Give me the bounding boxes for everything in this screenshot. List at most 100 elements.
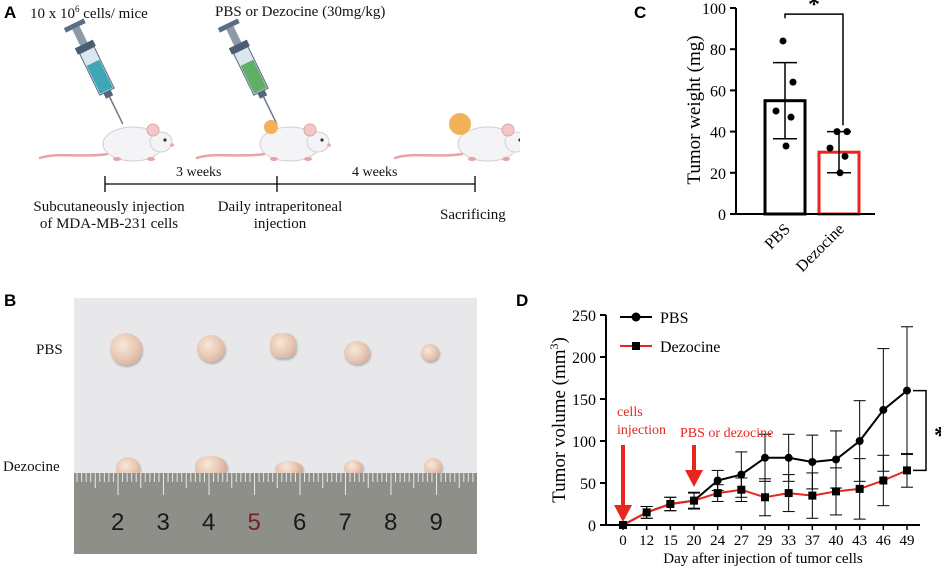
legend-pbs-marker: [631, 312, 641, 322]
dezocine-marker: [879, 476, 888, 485]
significance-bracket: [784, 13, 844, 126]
data-point: [789, 78, 797, 86]
dezocine-marker: [855, 484, 864, 493]
panel-letter-a: A: [4, 3, 17, 22]
x-tick-label: 24: [710, 533, 726, 549]
syringe-icon: [63, 18, 124, 125]
x-tick-label: 40: [829, 533, 844, 549]
pbs-marker: [761, 453, 769, 462]
data-point: [779, 37, 787, 45]
ruler: 2 3 4 5 6 7 8 9: [74, 473, 477, 554]
pbs-marker: [832, 455, 840, 464]
step1-label: Subcutaneously injection of MDA-MB-231 ce…: [33, 199, 185, 232]
ruler-number: 4: [202, 509, 216, 536]
data-point: [787, 113, 795, 121]
y-tick-label: 100: [572, 434, 596, 451]
injection2-label: PBS or Dezocine (30mg/kg): [215, 4, 386, 20]
pbs-marker: [784, 453, 793, 462]
panel-letter-b: B: [4, 291, 17, 310]
y-tick-label: 200: [572, 350, 596, 367]
tumor-weight-chart: 0 20 40 60 80 100 Tumor weight (mg) PBS Dezocine…: [684, 0, 875, 276]
annotation-cells: cells: [617, 405, 643, 420]
tumor-icon: [264, 120, 278, 134]
y-tick-label: 60: [710, 83, 726, 100]
data-point: [843, 128, 851, 136]
data-point: [833, 128, 841, 136]
annotation-treatment: PBS or dezocine: [680, 426, 773, 441]
data-point: [772, 107, 780, 115]
dezocine-marker: [642, 508, 651, 517]
y-axis-label: Tumor weight (mg): [684, 35, 705, 184]
arrow-head: [685, 470, 703, 487]
tumor-volume-chart: 0 50 100 150 200 250 0 12 15 20 24 27 29 33 37 40 43 46 49…: [547, 308, 941, 567]
dezocine-marker: [737, 485, 746, 494]
y-tick-label: 250: [572, 308, 596, 325]
annotation-injection: injection: [617, 423, 666, 438]
dezocine-marker: [784, 489, 793, 498]
step2-label: Daily intraperitoneal injection: [217, 199, 343, 232]
ruler-number: 7: [338, 509, 352, 536]
panel-letter-d: D: [516, 291, 529, 310]
legend-pbs-label: PBS: [660, 310, 688, 327]
tumor-sample: [421, 344, 439, 361]
x-axis-label: Day after injection of tumor cells: [663, 551, 863, 567]
x-tick-label: PBS: [762, 221, 794, 253]
dezocine-marker: [808, 491, 817, 500]
significance-star: *: [808, 0, 820, 18]
ruler-ticks: [76, 473, 474, 495]
y-tick-label: 20: [710, 166, 726, 183]
interval2-label: 4 weeks: [352, 165, 398, 180]
tumor-icon: [449, 113, 471, 135]
arrow-head: [614, 505, 632, 522]
pbs-marker: [855, 437, 864, 445]
tumor-sample: [344, 460, 363, 475]
ruler-number: 3: [156, 509, 170, 536]
x-tick-label: 29: [758, 533, 773, 549]
x-tick-label: 46: [876, 533, 892, 549]
significance-bracket: [913, 389, 927, 472]
legend-dezocine-label: Dezocine: [660, 339, 720, 356]
dezocine-marker: [713, 489, 722, 498]
x-tick-label: 15: [663, 533, 678, 549]
row-label-dezocine: Dezocine: [3, 459, 60, 475]
tumor-sample: [270, 333, 296, 358]
dezocine-marker: [903, 466, 911, 475]
data-point: [826, 144, 834, 152]
y-tick-label: 0: [588, 518, 596, 535]
syringe-icon: [217, 18, 278, 125]
x-tick-label: 33: [781, 533, 796, 549]
panel-letter-c: C: [634, 3, 647, 22]
x-tick-label: 0: [619, 533, 627, 549]
x-tick-label: 12: [639, 533, 654, 549]
row-label-pbs: PBS: [36, 342, 63, 358]
tumor-sample: [275, 461, 303, 476]
y-tick-label: 0: [718, 207, 726, 224]
x-tick-label: Dezocine: [793, 221, 848, 276]
y-tick-label: 100: [702, 1, 726, 18]
dezocine-marker: [619, 521, 627, 529]
significance-star: *: [934, 423, 941, 449]
ruler-number: 5: [247, 509, 261, 536]
pbs-marker: [879, 405, 888, 414]
mouse-icon: [195, 123, 331, 162]
schematic-graphics: [38, 18, 520, 192]
x-tick-label: 43: [852, 533, 867, 549]
y-tick-label: 40: [710, 125, 726, 142]
ruler-number: 8: [384, 509, 398, 536]
mouse-icon: [393, 123, 520, 162]
data-point: [841, 152, 849, 160]
interval1-label: 3 weeks: [176, 165, 222, 180]
tumor-sample: [344, 341, 370, 364]
tumor-sample: [110, 333, 142, 365]
x-tick-label: 37: [805, 533, 821, 549]
x-tick-label: 20: [687, 533, 702, 549]
pbs-marker: [713, 476, 722, 485]
y-axis-label: Tumor volume (mm3): [547, 337, 570, 503]
injection1-label: 10 x 106 cells/ mice: [30, 4, 148, 22]
data-point: [836, 169, 844, 177]
ruler-number: 2: [111, 509, 125, 536]
ruler-number: 6: [293, 509, 307, 536]
tumor-sample: [195, 456, 227, 478]
dezocine-marker: [690, 496, 698, 505]
